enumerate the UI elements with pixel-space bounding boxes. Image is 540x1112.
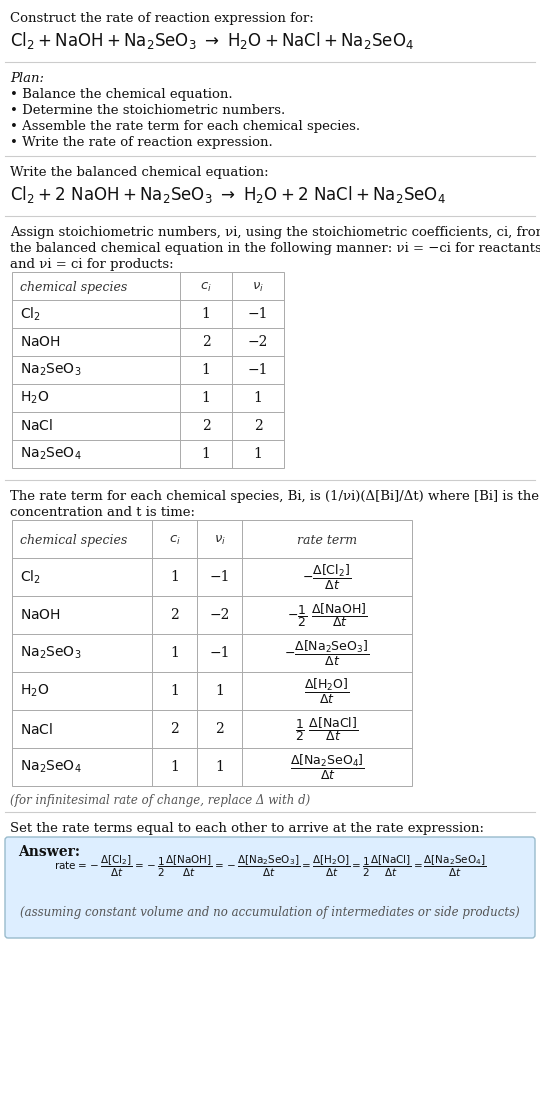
- Text: $\mathrm{Na_2SeO_4}$: $\mathrm{Na_2SeO_4}$: [20, 446, 82, 463]
- Text: 1: 1: [215, 759, 224, 774]
- Text: 1: 1: [254, 447, 262, 461]
- Text: the balanced chemical equation in the following manner: νi = −ci for reactants: the balanced chemical equation in the fo…: [10, 242, 540, 255]
- Text: 2: 2: [170, 608, 179, 622]
- Text: $\dfrac{\Delta[\mathrm{Na_2SeO_4}]}{\Delta t}$: $\dfrac{\Delta[\mathrm{Na_2SeO_4}]}{\Del…: [289, 753, 364, 782]
- Text: 2: 2: [170, 722, 179, 736]
- Text: 1: 1: [254, 391, 262, 405]
- Text: −1: −1: [210, 570, 230, 584]
- Text: $\mathrm{rate} = -\dfrac{\Delta[\mathrm{Cl_2}]}{\Delta t} = -\dfrac{1}{2}\dfrac{: $\mathrm{rate} = -\dfrac{\Delta[\mathrm{…: [54, 853, 486, 878]
- Text: $\nu_i$: $\nu_i$: [252, 281, 264, 294]
- Bar: [12, 272, 284, 468]
- Text: $\mathrm{Na_2SeO_3}$: $\mathrm{Na_2SeO_3}$: [20, 361, 82, 378]
- Text: chemical species: chemical species: [20, 281, 127, 294]
- Text: (assuming constant volume and no accumulation of intermediates or side products): (assuming constant volume and no accumul…: [20, 906, 520, 919]
- Text: Construct the rate of reaction expression for:: Construct the rate of reaction expressio…: [10, 12, 314, 24]
- Text: −2: −2: [248, 335, 268, 349]
- Bar: [12, 520, 412, 786]
- Text: $\mathrm{Na_2SeO_3}$: $\mathrm{Na_2SeO_3}$: [20, 645, 82, 662]
- Text: $\nu_i$: $\nu_i$: [213, 535, 226, 547]
- Text: $\dfrac{1}{2}\ \dfrac{\Delta[\mathrm{NaCl}]}{\Delta t}$: $\dfrac{1}{2}\ \dfrac{\Delta[\mathrm{NaC…: [295, 715, 359, 743]
- Text: 2: 2: [201, 335, 211, 349]
- FancyBboxPatch shape: [5, 837, 535, 939]
- Text: and νi = ci for products:: and νi = ci for products:: [10, 258, 174, 271]
- Text: 1: 1: [170, 684, 179, 698]
- Text: −1: −1: [248, 363, 268, 377]
- Text: $-\dfrac{\Delta[\mathrm{Cl_2}]}{\Delta t}$: $-\dfrac{\Delta[\mathrm{Cl_2}]}{\Delta t…: [302, 563, 352, 592]
- Text: $c_i$: $c_i$: [168, 535, 180, 547]
- Text: • Determine the stoichiometric numbers.: • Determine the stoichiometric numbers.: [10, 105, 285, 117]
- Text: 1: 1: [201, 391, 211, 405]
- Text: chemical species: chemical species: [20, 535, 127, 547]
- Text: −1: −1: [248, 307, 268, 321]
- Text: (for infinitesimal rate of change, replace Δ with d): (for infinitesimal rate of change, repla…: [10, 794, 310, 807]
- Text: 1: 1: [170, 759, 179, 774]
- Text: $\mathrm{NaCl}$: $\mathrm{NaCl}$: [20, 722, 53, 736]
- Text: Plan:: Plan:: [10, 72, 44, 85]
- Text: $-\dfrac{\Delta[\mathrm{Na_2SeO_3}]}{\Delta t}$: $-\dfrac{\Delta[\mathrm{Na_2SeO_3}]}{\De…: [285, 638, 370, 667]
- Text: 2: 2: [201, 419, 211, 433]
- Text: $\mathrm{NaCl}$: $\mathrm{NaCl}$: [20, 418, 53, 434]
- Text: $\mathrm{Na_2SeO_4}$: $\mathrm{Na_2SeO_4}$: [20, 758, 82, 775]
- Text: 1: 1: [201, 307, 211, 321]
- Text: • Balance the chemical equation.: • Balance the chemical equation.: [10, 88, 233, 101]
- Text: $\mathrm{Cl_2}$: $\mathrm{Cl_2}$: [20, 568, 41, 586]
- Text: 2: 2: [254, 419, 262, 433]
- Text: • Assemble the rate term for each chemical species.: • Assemble the rate term for each chemic…: [10, 120, 360, 133]
- Text: −1: −1: [210, 646, 230, 661]
- Text: 1: 1: [170, 646, 179, 661]
- Text: $\mathrm{H_2O}$: $\mathrm{H_2O}$: [20, 390, 49, 406]
- Text: • Write the rate of reaction expression.: • Write the rate of reaction expression.: [10, 136, 273, 149]
- Text: $\mathrm{NaOH}$: $\mathrm{NaOH}$: [20, 608, 61, 622]
- Text: −2: −2: [210, 608, 230, 622]
- Text: $\mathrm{Cl_2 + NaOH + Na_2SeO_3 \ {\rightarrow}\ H_2O + NaCl + Na_2SeO_4}$: $\mathrm{Cl_2 + NaOH + Na_2SeO_3 \ {\rig…: [10, 30, 414, 51]
- Text: Assign stoichiometric numbers, νi, using the stoichiometric coefficients, ci, fr: Assign stoichiometric numbers, νi, using…: [10, 226, 540, 239]
- Text: 2: 2: [215, 722, 224, 736]
- Text: $c_i$: $c_i$: [200, 281, 212, 294]
- Text: $\mathrm{NaOH}$: $\mathrm{NaOH}$: [20, 335, 61, 349]
- Text: 1: 1: [170, 570, 179, 584]
- Text: rate term: rate term: [297, 535, 357, 547]
- Text: 1: 1: [215, 684, 224, 698]
- Text: concentration and t is time:: concentration and t is time:: [10, 506, 195, 519]
- Text: $-\dfrac{1}{2}\ \dfrac{\Delta[\mathrm{NaOH}]}{\Delta t}$: $-\dfrac{1}{2}\ \dfrac{\Delta[\mathrm{Na…: [287, 602, 367, 629]
- Text: The rate term for each chemical species, Bi, is (1/νi)(Δ[Bi]/Δt) where [Bi] is t: The rate term for each chemical species,…: [10, 490, 540, 503]
- Text: 1: 1: [201, 447, 211, 461]
- Text: Write the balanced chemical equation:: Write the balanced chemical equation:: [10, 166, 268, 179]
- Text: Set the rate terms equal to each other to arrive at the rate expression:: Set the rate terms equal to each other t…: [10, 822, 484, 835]
- Text: $\mathrm{Cl_2}$: $\mathrm{Cl_2}$: [20, 306, 41, 322]
- Text: 1: 1: [201, 363, 211, 377]
- Text: $\mathrm{Cl_2 + 2\ NaOH + Na_2SeO_3 \ {\rightarrow}\ H_2O + 2\ NaCl + Na_2SeO_4}: $\mathrm{Cl_2 + 2\ NaOH + Na_2SeO_3 \ {\…: [10, 183, 446, 205]
- Text: Answer:: Answer:: [18, 845, 80, 858]
- Text: $\dfrac{\Delta[\mathrm{H_2O}]}{\Delta t}$: $\dfrac{\Delta[\mathrm{H_2O}]}{\Delta t}…: [304, 676, 350, 705]
- Text: $\mathrm{H_2O}$: $\mathrm{H_2O}$: [20, 683, 49, 699]
